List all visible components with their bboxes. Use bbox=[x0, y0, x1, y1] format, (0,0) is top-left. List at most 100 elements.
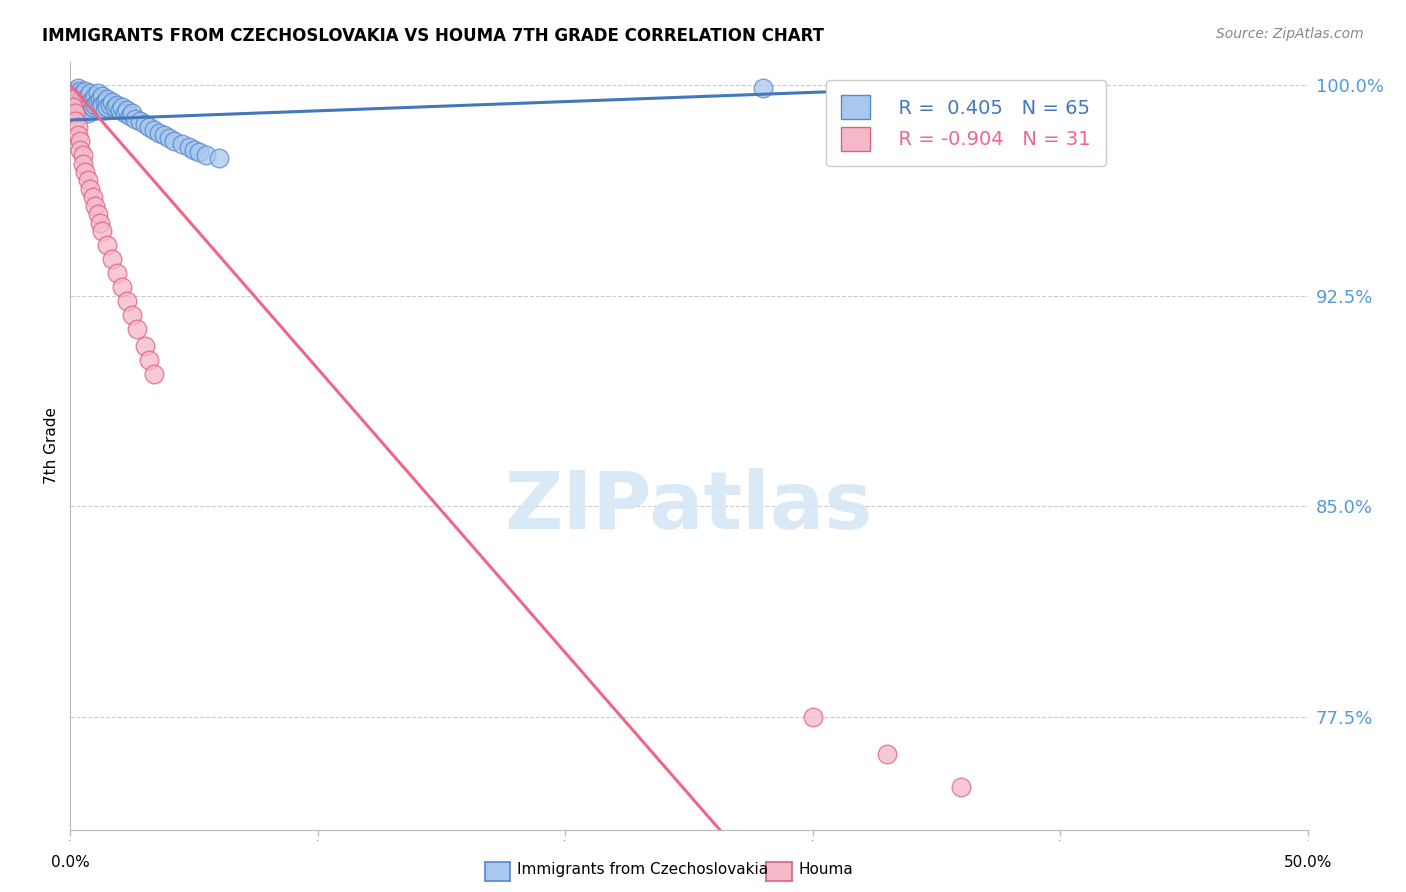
Point bbox=[69, 143, 91, 157]
Point bbox=[91, 89, 114, 103]
Point bbox=[75, 92, 97, 106]
Legend:   R =  0.405   N = 65,   R = -0.904   N = 31: R = 0.405 N = 65, R = -0.904 N = 31 bbox=[825, 79, 1107, 166]
Text: Source: ZipAtlas.com: Source: ZipAtlas.com bbox=[1216, 27, 1364, 41]
Point bbox=[138, 353, 160, 368]
Point bbox=[138, 120, 160, 134]
Point bbox=[96, 92, 118, 106]
Point bbox=[94, 103, 117, 118]
Point bbox=[124, 112, 146, 126]
Point bbox=[62, 92, 84, 106]
Point bbox=[121, 309, 143, 323]
Point bbox=[91, 97, 114, 112]
Point bbox=[66, 80, 89, 95]
Point bbox=[62, 87, 84, 101]
Text: ZIPatlas: ZIPatlas bbox=[505, 468, 873, 547]
Point bbox=[72, 156, 94, 170]
Point bbox=[127, 322, 149, 336]
Text: Immigrants from Czechoslovakia: Immigrants from Czechoslovakia bbox=[517, 863, 769, 877]
Point bbox=[66, 89, 89, 103]
Point bbox=[65, 92, 87, 106]
Point bbox=[72, 148, 94, 162]
Point bbox=[153, 128, 176, 143]
Point bbox=[69, 103, 91, 118]
Text: IMMIGRANTS FROM CZECHOSLOVAKIA VS HOUMA 7TH GRADE CORRELATION CHART: IMMIGRANTS FROM CZECHOSLOVAKIA VS HOUMA … bbox=[42, 27, 824, 45]
Point bbox=[148, 126, 170, 140]
Point bbox=[65, 84, 87, 98]
Point bbox=[195, 148, 218, 162]
Point bbox=[82, 100, 104, 114]
Point bbox=[91, 224, 114, 238]
Point bbox=[79, 182, 101, 196]
Point bbox=[157, 131, 180, 145]
Point bbox=[134, 339, 156, 353]
Point bbox=[101, 252, 124, 267]
Point bbox=[108, 103, 131, 118]
Point bbox=[84, 89, 107, 103]
Point bbox=[66, 97, 89, 112]
Point bbox=[69, 95, 91, 109]
Point bbox=[876, 747, 898, 761]
Point bbox=[177, 140, 200, 154]
Point bbox=[75, 84, 97, 98]
Point bbox=[89, 100, 111, 114]
Point bbox=[66, 128, 89, 143]
Point bbox=[183, 143, 205, 157]
Point bbox=[69, 87, 91, 101]
Point bbox=[72, 97, 94, 112]
Point bbox=[208, 151, 231, 165]
Point bbox=[66, 120, 89, 134]
Point bbox=[65, 100, 87, 114]
Point bbox=[86, 95, 108, 109]
Point bbox=[89, 92, 111, 106]
Point bbox=[163, 134, 186, 148]
Point bbox=[89, 216, 111, 230]
Y-axis label: 7th Grade: 7th Grade bbox=[44, 408, 59, 484]
Point bbox=[170, 136, 193, 151]
Point bbox=[69, 84, 91, 98]
Point bbox=[76, 106, 98, 120]
Point bbox=[94, 95, 117, 109]
Point bbox=[143, 123, 166, 137]
Point bbox=[82, 92, 104, 106]
Point bbox=[65, 106, 87, 120]
Point bbox=[115, 294, 138, 309]
Text: Houma: Houma bbox=[799, 863, 853, 877]
Point bbox=[65, 114, 87, 128]
Point bbox=[62, 95, 84, 109]
Text: 50.0%: 50.0% bbox=[1284, 855, 1331, 870]
Point bbox=[98, 97, 121, 112]
Point bbox=[96, 238, 118, 252]
Point bbox=[72, 89, 94, 103]
Point bbox=[104, 100, 127, 114]
Point bbox=[111, 280, 134, 294]
Point bbox=[62, 100, 84, 114]
Point bbox=[752, 80, 775, 95]
Point bbox=[105, 266, 128, 280]
Point bbox=[76, 97, 98, 112]
Point bbox=[105, 97, 128, 112]
Point bbox=[86, 87, 108, 101]
Point bbox=[128, 114, 150, 128]
Text: 0.0%: 0.0% bbox=[51, 855, 90, 870]
Point bbox=[114, 106, 136, 120]
Point bbox=[118, 109, 141, 123]
Point bbox=[101, 95, 124, 109]
Point bbox=[801, 710, 824, 724]
Point bbox=[76, 89, 98, 103]
Point bbox=[72, 87, 94, 101]
Point bbox=[79, 95, 101, 109]
Point bbox=[111, 100, 134, 114]
Point bbox=[79, 87, 101, 101]
Point bbox=[86, 207, 108, 221]
Point bbox=[84, 97, 107, 112]
Point bbox=[82, 190, 104, 204]
Point bbox=[827, 84, 849, 98]
Point bbox=[115, 103, 138, 118]
Point bbox=[69, 134, 91, 148]
Point bbox=[121, 106, 143, 120]
Point bbox=[75, 100, 97, 114]
Point bbox=[72, 106, 94, 120]
Point bbox=[188, 145, 211, 160]
Point bbox=[950, 780, 973, 795]
Point bbox=[76, 173, 98, 187]
